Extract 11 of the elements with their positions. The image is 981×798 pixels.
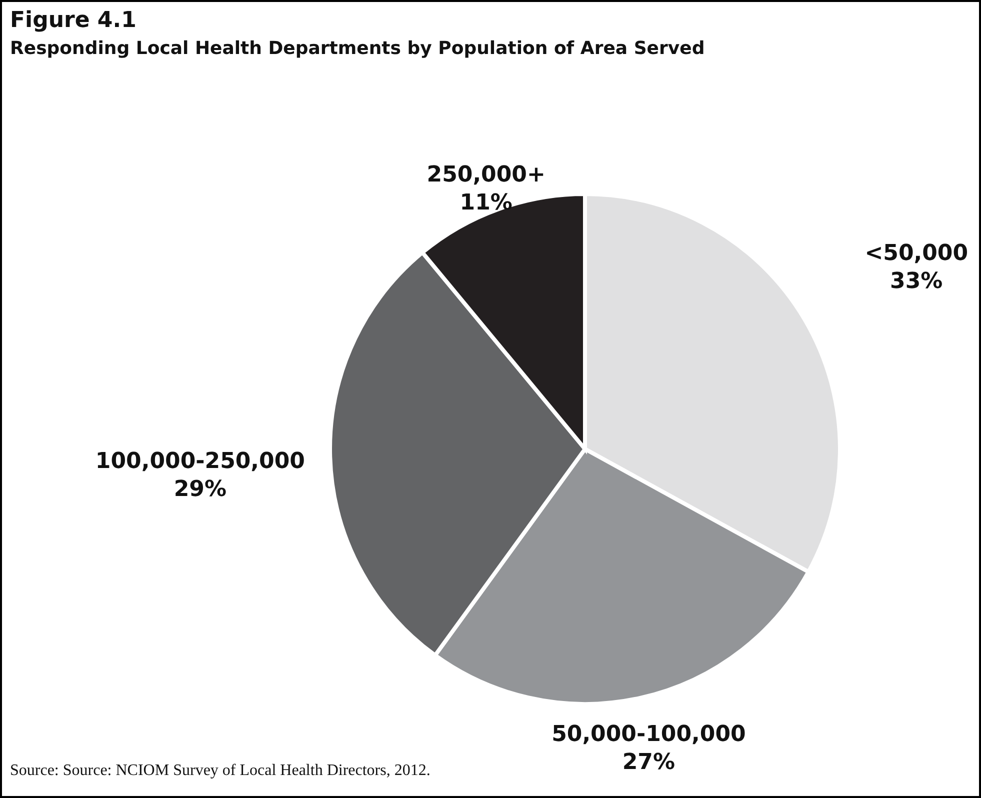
source-note: Source: Source: NCIOM Survey of Local Health Directors, 2012. [10, 762, 430, 780]
data-label: 29% [174, 477, 227, 502]
data-label: 27% [622, 750, 676, 775]
slice-label: 100,000-250,000 [95, 449, 305, 474]
data-label: 33% [890, 269, 943, 294]
chart-title: Figure 4.1 [10, 8, 136, 33]
chart-subtitle: Responding Local Health Departments by Population of Area Served [10, 38, 705, 59]
slice-label: <50,000 [864, 241, 968, 266]
slice-label: 50,000-100,000 [552, 722, 746, 747]
data-label: 11% [460, 190, 512, 216]
slice-label: 250,000+ [426, 162, 546, 188]
